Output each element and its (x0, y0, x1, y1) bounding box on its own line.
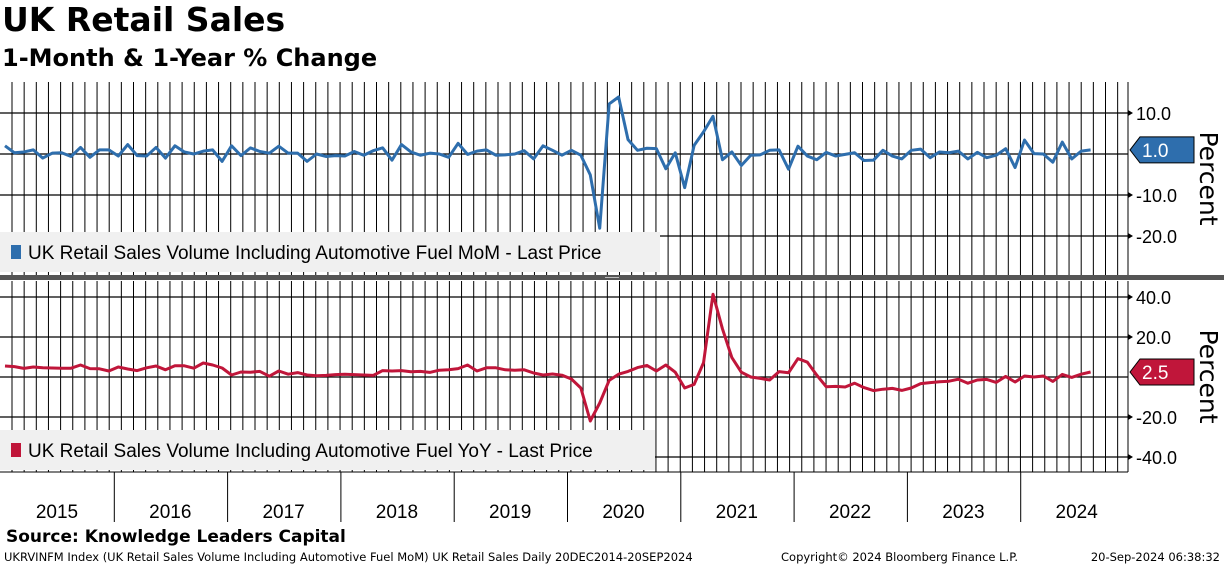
series-line (4, 95, 1091, 230)
x-tick-label: 2017 (262, 502, 304, 523)
y-tick-label: 40.0 (1136, 288, 1171, 308)
y-tick-marker (1128, 294, 1133, 300)
y-tick-label: 10.0 (1136, 104, 1171, 124)
x-tick-label: 2021 (716, 502, 758, 523)
legend-box (0, 430, 655, 470)
legend-swatch (11, 245, 21, 259)
x-tick-label: 2024 (1056, 502, 1099, 523)
last-value-label: 1.0 (1142, 141, 1168, 162)
y-tick-label: -20.0 (1136, 227, 1177, 247)
source-note: Source: Knowledge Leaders Capital (6, 527, 346, 547)
footer-index: UKRVINFM Index (UK Retail Sales Volume I… (4, 550, 693, 564)
y-tick-marker (1128, 334, 1133, 340)
chart-title: UK Retail Sales (2, 0, 286, 39)
x-tick-label: 2023 (942, 502, 984, 523)
y-tick-marker (1128, 110, 1133, 116)
x-tick-label: 2015 (36, 502, 78, 523)
y-tick-label: -40.0 (1136, 448, 1177, 468)
y-tick-label: -10.0 (1136, 186, 1177, 206)
x-tick-label: 2016 (149, 502, 191, 523)
last-value-callout (1129, 358, 1195, 386)
y-tick-label: -20.0 (1136, 408, 1177, 428)
y-tick-marker (1128, 233, 1133, 239)
y-axis-title: Percent (1194, 132, 1223, 226)
legend-label: UK Retail Sales Volume Including Automot… (28, 441, 593, 462)
series-line (4, 292, 1091, 423)
last-value-callout (1129, 136, 1195, 164)
legend-swatch (11, 443, 21, 457)
chart-subtitle: 1-Month & 1-Year % Change (2, 44, 378, 72)
y-tick-marker (1128, 192, 1133, 198)
x-tick-label: 2020 (602, 502, 644, 523)
y-axis-title: Percent (1194, 330, 1223, 424)
legend-label: UK Retail Sales Volume Including Automot… (28, 243, 601, 264)
footer-timestamp: 20-Sep-2024 06:38:32 (1090, 550, 1220, 564)
x-tick-label: 2018 (376, 502, 418, 523)
last-value-label: 2.5 (1142, 363, 1168, 384)
x-tick-label: 2022 (829, 502, 871, 523)
legend-box (0, 232, 660, 272)
x-tick-label: 2019 (489, 502, 531, 523)
y-tick-marker (1128, 454, 1133, 460)
y-tick-marker (1128, 414, 1133, 420)
y-tick-label: 20.0 (1136, 328, 1171, 348)
footer-copyright: Copyright© 2024 Bloomberg Finance L.P. (781, 550, 1018, 564)
